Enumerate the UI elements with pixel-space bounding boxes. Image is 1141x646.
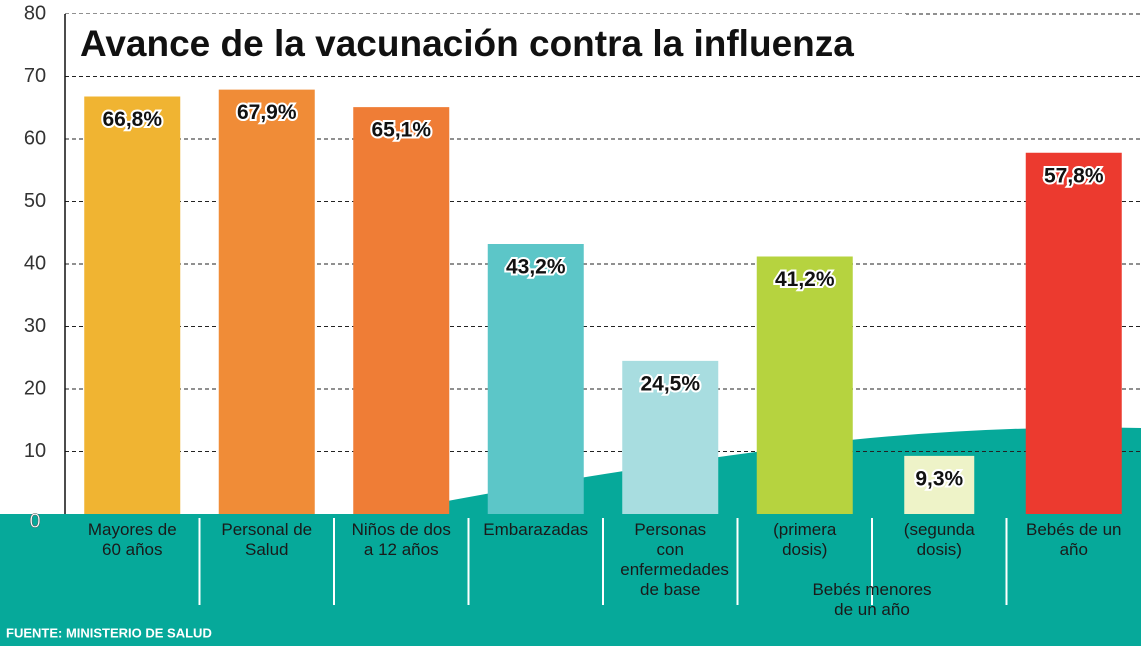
bar — [84, 97, 180, 515]
y-tick-label: 0 — [29, 510, 40, 532]
x-tick-label: Bebés de un año — [1019, 520, 1129, 560]
value-label: 9,3% — [915, 467, 963, 490]
value-label: 66,8% — [102, 108, 162, 131]
x-tick-label: (segunda dosis) — [884, 520, 994, 560]
y-tick-label: 40 — [24, 252, 46, 274]
y-tick-label: 80 — [24, 2, 46, 24]
x-tick-label: Embarazadas — [481, 520, 591, 540]
value-label: 67,9% — [237, 101, 297, 124]
x-tick-label: Niños de dos a 12 años — [346, 520, 456, 560]
y-tick-label: 60 — [24, 127, 46, 149]
bar — [353, 107, 449, 514]
x-tick-label: Personas con enfermedades de base — [620, 520, 720, 600]
y-tick-label: 10 — [24, 440, 46, 462]
x-tick-label: Mayores de 60 años — [77, 520, 187, 560]
value-label: 65,1% — [371, 119, 431, 142]
group-label: Bebés menores de un año — [802, 580, 942, 620]
chart-title: Avance de la vacunación contra la influe… — [80, 23, 854, 64]
chart: Avance de la vacunación contra la influe… — [0, 0, 1141, 646]
x-tick-label: (primera dosis) — [750, 520, 860, 560]
x-tick-label: Personal de Salud — [212, 520, 322, 560]
source: FUENTE: MINISTERIO DE SALUD — [6, 625, 212, 640]
y-tick-label: 20 — [24, 377, 46, 399]
y-tick-label: 50 — [24, 190, 46, 212]
value-label: 43,2% — [506, 256, 566, 279]
bar — [1026, 153, 1122, 514]
y-tick-label: 30 — [24, 315, 46, 337]
value-label: 24,5% — [640, 372, 700, 395]
value-label: 41,2% — [775, 268, 835, 291]
y-tick-label: 70 — [24, 65, 46, 87]
bar — [488, 244, 584, 514]
bar — [757, 257, 853, 515]
bar — [219, 90, 315, 514]
value-label: 57,8% — [1044, 164, 1104, 187]
